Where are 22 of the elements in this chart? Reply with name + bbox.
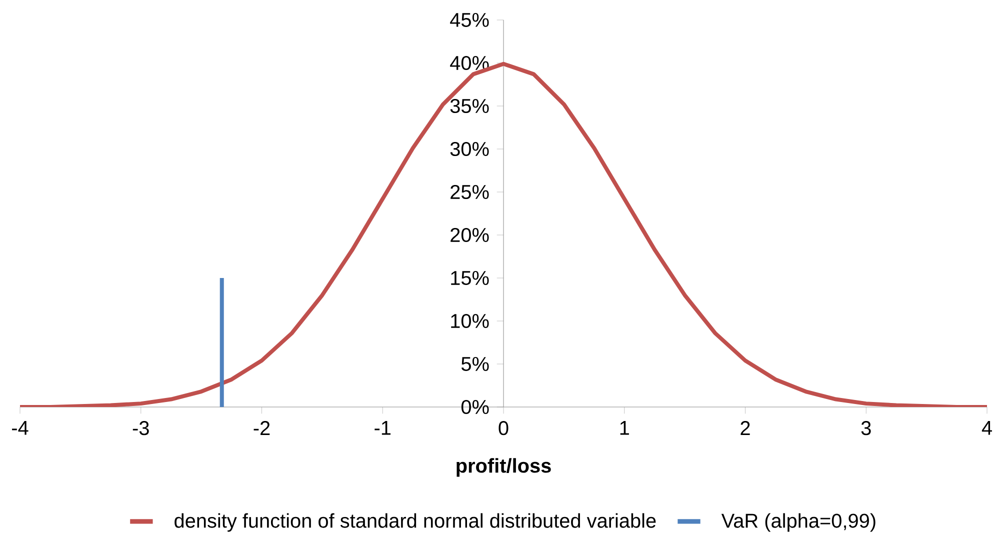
x-axis-title: profit/loss <box>456 458 551 477</box>
y-tick-label: 30% <box>450 142 489 156</box>
x-tick-label: 4 <box>982 421 992 435</box>
x-tick-label: 3 <box>861 421 871 436</box>
legend-label: density function of standard normal distributed variable <box>174 513 656 532</box>
y-tick-label: 45% <box>450 13 489 27</box>
x-tick-label: 1 <box>620 421 629 435</box>
y-tick-label: 25% <box>450 184 489 200</box>
y-tick-label: 35% <box>450 98 489 114</box>
legend-label: VaR (alpha=0,99) <box>721 513 876 532</box>
y-tick-label: 20% <box>450 228 489 242</box>
y-tick-label: 0% <box>461 400 489 414</box>
x-tick-label: -1 <box>374 421 391 435</box>
x-tick-label: 2 <box>740 421 750 435</box>
x-tick-label: -4 <box>12 421 28 435</box>
y-tick-label: 15% <box>451 271 489 285</box>
x-tick-label: -3 <box>132 421 149 436</box>
y-tick-label: 5% <box>461 357 489 371</box>
x-tick-label: -2 <box>254 421 270 435</box>
y-tick-label: 10% <box>451 314 489 328</box>
x-tick-label: 0 <box>498 421 508 436</box>
y-tick-label: 40% <box>450 56 489 70</box>
